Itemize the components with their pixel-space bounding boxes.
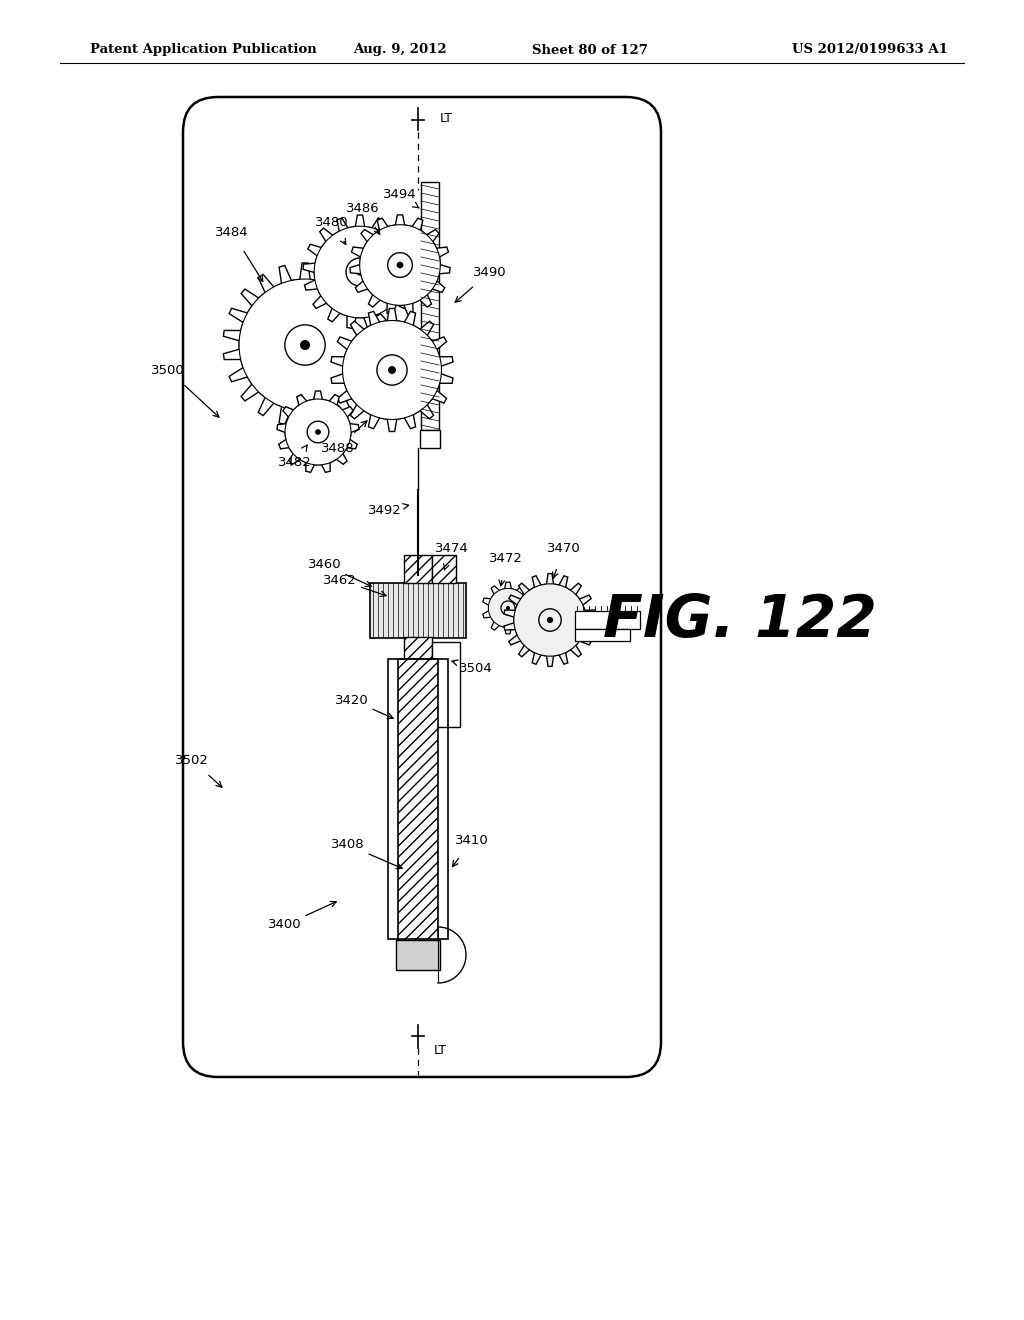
Circle shape (357, 269, 362, 275)
Circle shape (315, 430, 321, 434)
Circle shape (488, 589, 527, 627)
Bar (421, 182, 439, 430)
Circle shape (346, 257, 374, 286)
Circle shape (501, 601, 515, 615)
Circle shape (397, 263, 402, 268)
Text: 3400: 3400 (268, 919, 302, 932)
Text: 3410: 3410 (455, 833, 488, 846)
Text: 3488: 3488 (322, 441, 354, 454)
Text: LT: LT (440, 111, 453, 124)
Text: 3502: 3502 (175, 754, 209, 767)
Circle shape (307, 421, 329, 442)
Text: 3494: 3494 (383, 189, 417, 202)
Text: 3470: 3470 (547, 541, 581, 554)
Bar (404, 638, 432, 659)
Text: Patent Application Publication: Patent Application Publication (90, 44, 316, 57)
Text: 3492: 3492 (368, 503, 401, 516)
Text: FIG. 122: FIG. 122 (603, 591, 877, 648)
Text: 3500: 3500 (152, 363, 185, 376)
Bar (388, 659, 449, 939)
Circle shape (314, 226, 406, 318)
Bar (398, 659, 438, 970)
Bar (432, 642, 460, 727)
Bar (370, 583, 466, 638)
Text: 3482: 3482 (279, 455, 312, 469)
Bar (396, 940, 440, 970)
Circle shape (239, 279, 371, 411)
Text: Aug. 9, 2012: Aug. 9, 2012 (353, 44, 446, 57)
Circle shape (377, 355, 408, 385)
Circle shape (507, 607, 509, 610)
Polygon shape (303, 215, 417, 329)
Text: Sheet 80 of 127: Sheet 80 of 127 (532, 44, 648, 57)
Polygon shape (350, 215, 451, 314)
Text: 3480: 3480 (315, 215, 349, 228)
Text: 3420: 3420 (335, 693, 369, 706)
Polygon shape (482, 582, 534, 634)
Polygon shape (223, 263, 387, 428)
Circle shape (539, 609, 561, 631)
Text: 3408: 3408 (331, 838, 365, 851)
Bar (404, 554, 432, 583)
Bar (575, 630, 630, 642)
Text: 3490: 3490 (473, 265, 507, 279)
Circle shape (285, 325, 326, 366)
Circle shape (548, 618, 552, 623)
Circle shape (514, 583, 586, 656)
Circle shape (343, 321, 441, 420)
Circle shape (301, 341, 309, 350)
Text: 3474: 3474 (435, 541, 469, 554)
Text: 3486: 3486 (346, 202, 380, 214)
Bar (420, 430, 440, 447)
Circle shape (389, 367, 395, 374)
Text: 3504: 3504 (459, 661, 493, 675)
Polygon shape (504, 574, 596, 667)
Text: 3484: 3484 (215, 226, 249, 239)
Text: 3472: 3472 (489, 552, 523, 565)
Bar (432, 554, 456, 583)
Polygon shape (331, 309, 453, 432)
Circle shape (359, 224, 440, 305)
Bar (575, 611, 640, 630)
Circle shape (285, 399, 351, 465)
Text: US 2012/0199633 A1: US 2012/0199633 A1 (792, 44, 948, 57)
Text: 3462: 3462 (324, 573, 357, 586)
Text: LT: LT (434, 1044, 447, 1056)
Text: 3460: 3460 (308, 558, 342, 572)
Polygon shape (278, 391, 359, 473)
Circle shape (388, 252, 413, 277)
